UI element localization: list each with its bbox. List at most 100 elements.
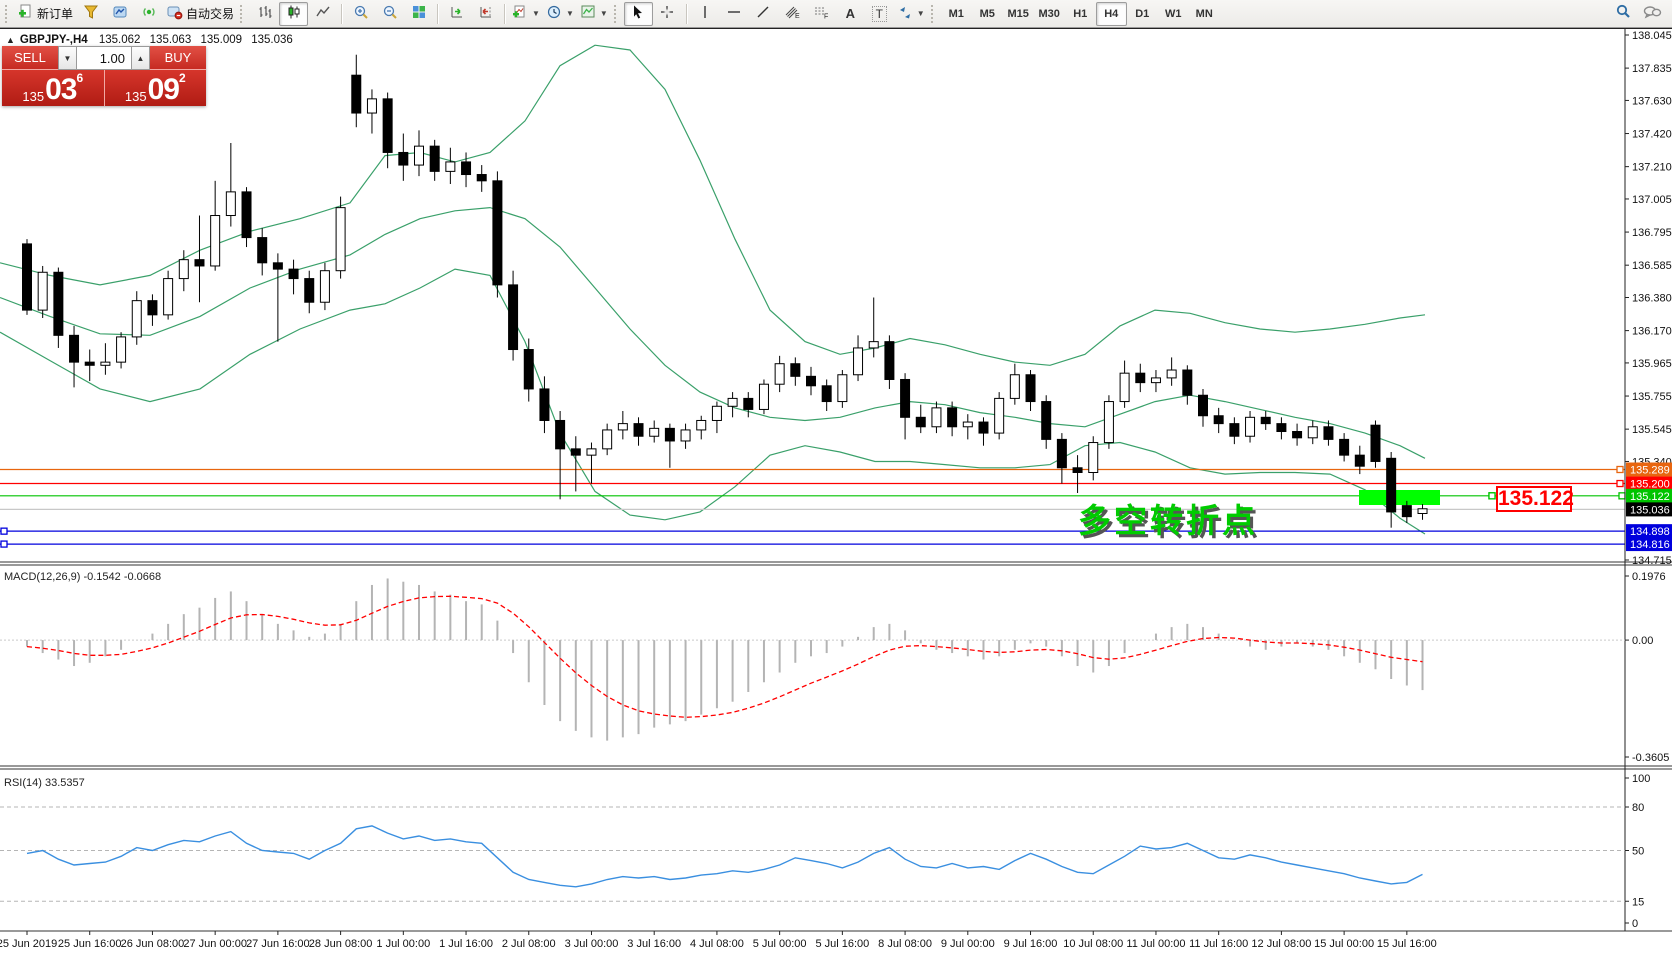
zoom-out-button[interactable] — [375, 2, 404, 26]
horizontal-line-tool-button[interactable] — [720, 2, 749, 26]
highlight-rect[interactable] — [1359, 490, 1440, 505]
buy-button[interactable]: BUY — [150, 46, 206, 70]
autotrading-button[interactable]: 自动交易 — [163, 2, 237, 26]
line-handles[interactable] — [0, 465, 1626, 548]
price-tag-label: 135.122 — [1630, 491, 1670, 503]
candle-body — [445, 161, 456, 172]
templates-button[interactable]: ▼ — [577, 2, 611, 26]
turning-point-annotation[interactable]: 多空转折点 — [1078, 502, 1258, 539]
candle-body — [602, 429, 613, 450]
buy-price[interactable]: 135 09 2 — [104, 70, 206, 106]
macd-label: MACD(12,26,9) -0.1542 -0.0668 — [4, 571, 161, 583]
candle-body — [461, 161, 472, 176]
cursor-tool-button[interactable] — [623, 1, 653, 26]
auto-scroll-icon — [449, 4, 465, 23]
candle-body — [1323, 426, 1334, 440]
text-tool-button[interactable]: A — [836, 2, 865, 26]
vertical-line-tool-button[interactable] — [691, 2, 720, 26]
toolbar-grip[interactable] — [5, 4, 12, 23]
toolbar-grip[interactable] — [930, 4, 938, 23]
clock-icon — [546, 4, 562, 23]
text-label-tool-button[interactable]: T — [865, 2, 894, 26]
volume-value[interactable]: 1.00 — [77, 46, 131, 70]
time-tick-label: 4 Jul 08:00 — [690, 938, 744, 950]
candle-body — [821, 385, 832, 403]
price-callout-box[interactable]: 135.122 — [1496, 486, 1574, 512]
rsi-panel: RSI(14) 33.5357 100 80 50 15 0 — [0, 773, 1650, 930]
timeframe-m15-button[interactable]: M15 — [1003, 2, 1034, 26]
price-tick-label: 134.715 — [1632, 555, 1672, 567]
sell-price-sup: 6 — [76, 71, 84, 85]
zoom-in-button[interactable] — [346, 2, 375, 26]
candle-body — [523, 349, 534, 390]
candle-body — [1103, 401, 1114, 444]
tile-windows-button[interactable] — [404, 2, 433, 26]
fibonacci-tool-button[interactable]: F — [807, 2, 836, 26]
new-order-label: 新订单 — [37, 7, 74, 21]
price-tag — [1626, 537, 1672, 552]
trendline-tool-button[interactable] — [749, 2, 778, 26]
collapse-panel-icon[interactable]: ▲ — [6, 35, 15, 45]
candle-body — [586, 448, 597, 456]
candle-body — [37, 271, 48, 311]
template-icon — [580, 4, 596, 23]
candle-body — [1056, 438, 1067, 469]
timeframe-m5-button[interactable]: M5 — [972, 2, 1003, 26]
crosshair-tool-button[interactable] — [653, 2, 682, 26]
charts-button[interactable] — [76, 2, 105, 26]
peri­ods-button[interactable]: ▼ — [543, 2, 577, 26]
candle-body — [696, 419, 707, 431]
bar-chart-button[interactable] — [250, 2, 279, 26]
candle-body — [194, 259, 205, 267]
arrows-tool-button[interactable]: ▼ — [894, 2, 928, 26]
sell-button[interactable]: SELL — [2, 46, 58, 70]
zoom-in-icon — [353, 4, 369, 23]
channel-tool-button[interactable]: E — [778, 2, 807, 26]
candle-body — [931, 407, 942, 428]
candle-body — [398, 151, 409, 166]
timeframe-mn-button[interactable]: MN — [1189, 2, 1220, 26]
tile-windows-icon — [411, 4, 427, 23]
toolbar-grip[interactable] — [240, 4, 247, 23]
candle-body — [727, 397, 738, 407]
candlestick-chart-button[interactable] — [279, 1, 309, 26]
candle-body — [1276, 423, 1287, 433]
candle-body — [806, 375, 816, 387]
auto-scroll-button[interactable] — [442, 2, 471, 26]
timeframe-m1-button[interactable]: M1 — [941, 2, 972, 26]
indicators-button[interactable]: ▼ — [509, 2, 543, 26]
dropdown-arrow-icon: ▼ — [532, 9, 540, 18]
callout-line-handle[interactable] — [1488, 492, 1496, 500]
candle-body — [664, 427, 675, 442]
candle-body — [915, 416, 926, 428]
new-order-button[interactable]: 新订单 — [15, 2, 76, 26]
autotrading-label: 自动交易 — [186, 7, 235, 21]
candle-body — [774, 363, 785, 385]
profile-button[interactable] — [105, 2, 134, 26]
search-button[interactable] — [1608, 2, 1637, 26]
volume-down-button[interactable]: ▼ — [58, 46, 77, 70]
timeframe-w1-button[interactable]: W1 — [1158, 2, 1189, 26]
line-chart-button[interactable] — [308, 2, 337, 26]
timeframe-m30-button[interactable]: M30 — [1034, 2, 1065, 26]
rsi-axis-label: 15 — [1632, 896, 1644, 908]
timeframe-d1-button[interactable]: D1 — [1127, 2, 1158, 26]
sell-price[interactable]: 135 03 6 — [2, 70, 105, 106]
candle-body — [476, 174, 487, 182]
bollinger-bands — [0, 44, 1426, 535]
chat-icon — [1642, 3, 1662, 24]
signals-button[interactable] — [134, 2, 163, 26]
chart-shift-button[interactable] — [471, 2, 500, 26]
toolbar-grip[interactable] — [613, 4, 621, 23]
time-tick-label: 1 Jul 16:00 — [439, 938, 493, 950]
timeframe-h1-button[interactable]: H1 — [1065, 2, 1096, 26]
volume-up-button[interactable]: ▲ — [131, 46, 150, 70]
horizontal-price-lines[interactable] — [0, 468, 1625, 545]
time-tick-label: 5 Jul 00:00 — [753, 938, 807, 950]
timeframe-h4-button[interactable]: H4 — [1095, 1, 1127, 26]
buy-price-big: 09 — [147, 73, 180, 106]
price-tick-label: 136.380 — [1632, 293, 1672, 305]
rsi-axis-label: 100 — [1632, 773, 1650, 785]
chat-button[interactable] — [1637, 2, 1666, 26]
